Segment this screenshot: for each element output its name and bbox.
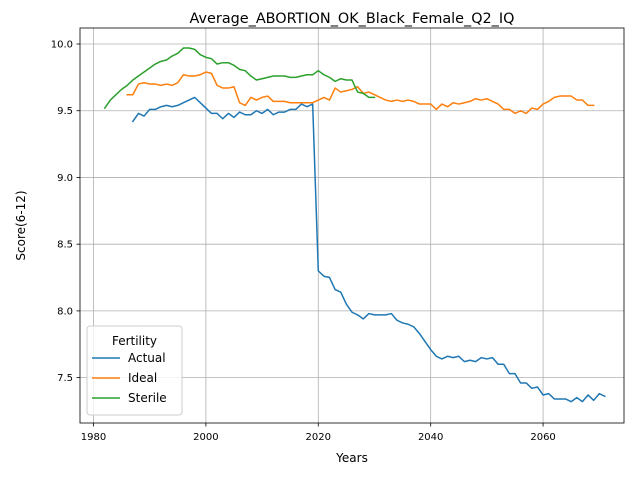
- y-tick-label: 7.5: [57, 373, 73, 384]
- legend-label-ideal: Ideal: [128, 371, 157, 385]
- x-tick-label: 2000: [193, 432, 218, 443]
- series-lines: [103, 47, 606, 403]
- legend: Fertility Actual Ideal Sterile: [86, 325, 183, 416]
- legend-title: Fertility: [112, 334, 157, 348]
- axis-ticks: 1980 2000 2020 2040 2060 7.5 8.0 8.5 9.0 9.5 10.0: [51, 40, 556, 443]
- x-axis-label: Years: [335, 451, 368, 465]
- y-tick-label: 8.0: [57, 306, 73, 317]
- legend-label-sterile: Sterile: [128, 391, 167, 405]
- legend-label-actual: Actual: [128, 351, 166, 365]
- x-tick-label: 1980: [81, 432, 106, 443]
- x-tick-label: 2060: [530, 432, 555, 443]
- y-tick-label: 8.5: [57, 240, 73, 251]
- y-axis-label: Score(6-12): [14, 190, 28, 260]
- y-tick-label: 10.0: [51, 40, 73, 51]
- y-tick-label: 9.5: [57, 106, 73, 117]
- plot-frame: [79, 27, 625, 424]
- series-line-ideal: [126, 71, 595, 115]
- y-tick-label: 9.0: [57, 173, 73, 184]
- series-line-actual: [131, 96, 606, 403]
- chart-title: Average_ABORTION_OK_Black_Female_Q2_IQ: [190, 11, 515, 27]
- series-line-sterile: [103, 47, 376, 110]
- x-tick-label: 2040: [418, 432, 443, 443]
- grid: [80, 28, 624, 423]
- legend-entries: Actual Ideal Sterile: [92, 351, 167, 405]
- x-tick-label: 2020: [306, 432, 331, 443]
- legend-box: [86, 325, 183, 416]
